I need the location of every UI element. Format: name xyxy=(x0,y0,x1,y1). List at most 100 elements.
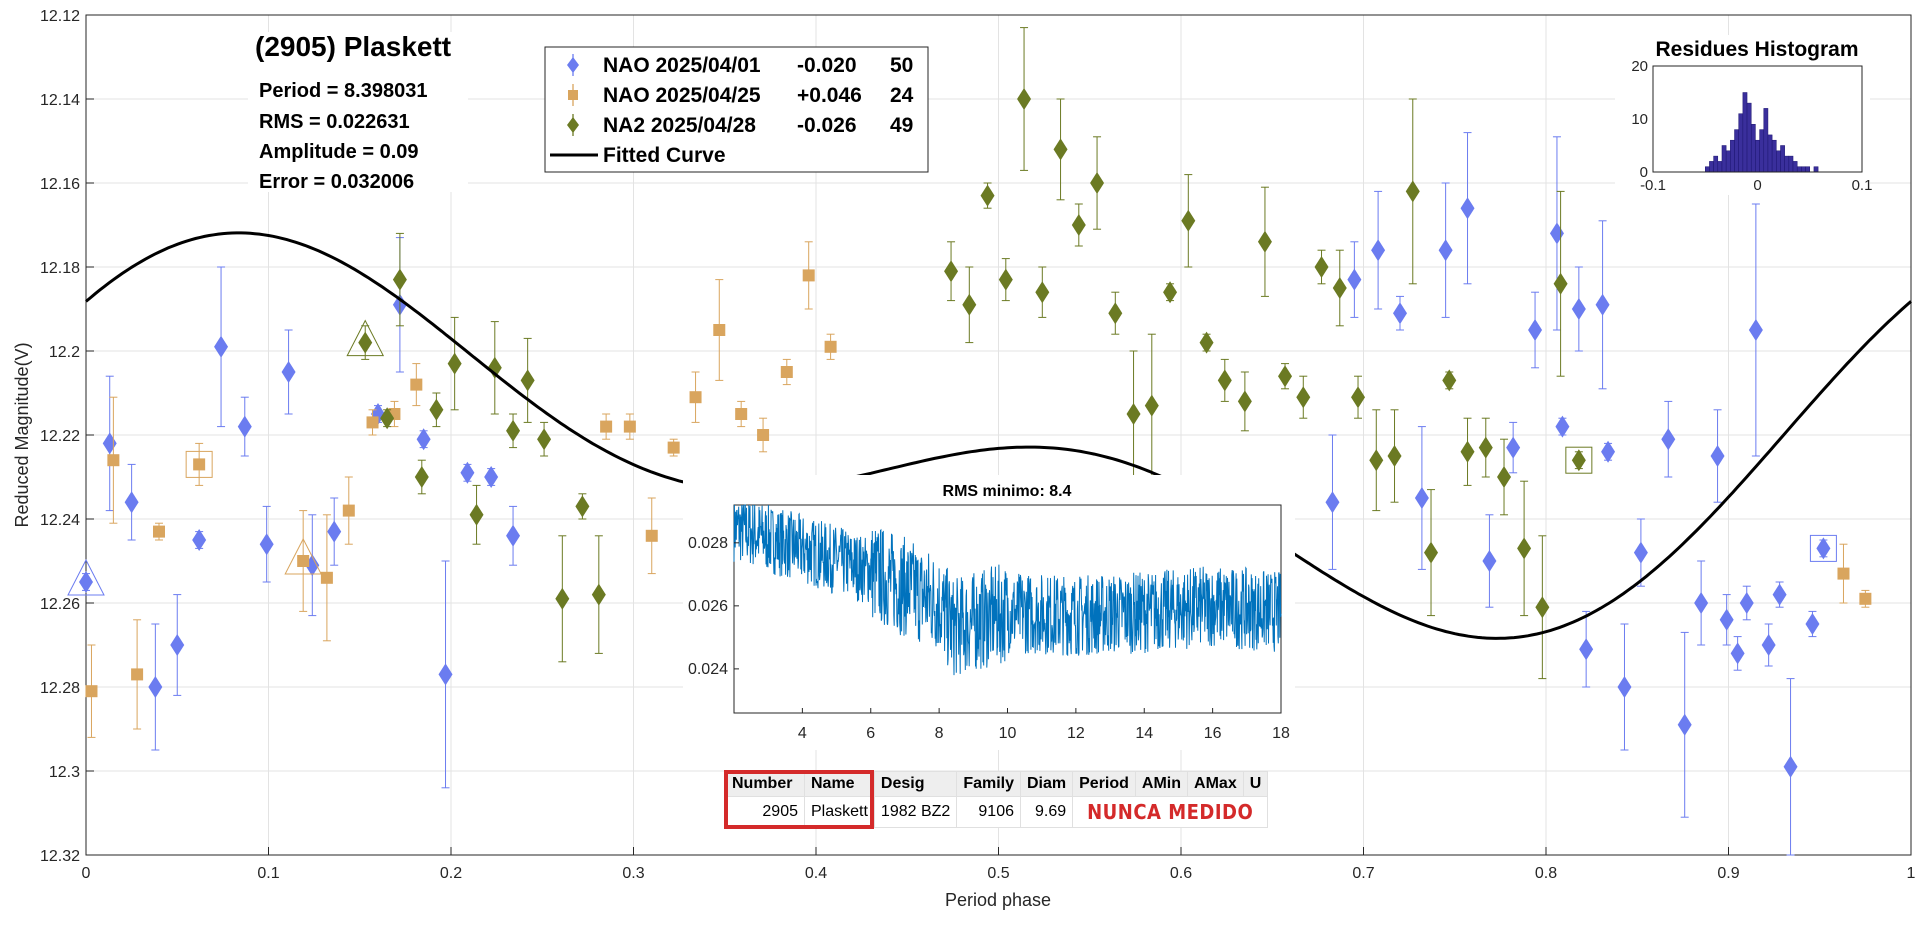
data-point-diamond xyxy=(944,260,959,283)
data-point-diamond xyxy=(1783,755,1798,778)
data-point-diamond xyxy=(1424,541,1439,564)
rms-x-tick: 16 xyxy=(1204,725,1222,742)
data-point-diamond xyxy=(358,331,373,354)
data-point-square xyxy=(342,504,355,517)
data-point-diamond xyxy=(1393,302,1407,325)
y-tick-label: 12.12 xyxy=(40,8,80,25)
rms-x-tick: 6 xyxy=(866,725,875,742)
data-point-square xyxy=(645,529,658,542)
data-point-diamond xyxy=(980,184,995,207)
table-header-row: Number Name Desig Family Diam Period AMi… xyxy=(725,771,1269,797)
y-tick-label: 12.32 xyxy=(40,848,80,865)
rms-title: RMS minimo: 8.4 xyxy=(943,483,1072,500)
data-point-diamond xyxy=(1710,445,1725,467)
highlight-triangle xyxy=(284,537,322,575)
data-point-diamond xyxy=(214,335,229,358)
y-tick-label: 12.18 xyxy=(40,260,80,277)
rms-x-tick: 18 xyxy=(1272,725,1290,742)
highlight-triangle xyxy=(346,319,385,357)
data-point-square xyxy=(193,458,206,471)
data-point-diamond xyxy=(1163,281,1178,304)
y-tick-label: 12.28 xyxy=(40,680,80,697)
x-tick-label: 0.7 xyxy=(1352,865,1374,882)
main-axes-box xyxy=(85,14,1912,856)
y-tick-label: 12.26 xyxy=(40,596,80,613)
data-point-square xyxy=(713,324,726,336)
legend: NAO 2025/04/01 -0.020 50 NAO 2025/04/25 … xyxy=(544,46,929,173)
info-error: Error = 0.032006 xyxy=(259,171,414,193)
data-point-diamond xyxy=(1661,428,1676,451)
data-point-diamond xyxy=(1748,319,1763,341)
data-point-diamond xyxy=(1126,403,1141,425)
data-point-diamond xyxy=(1535,596,1550,619)
y-tick-label: 12.14 xyxy=(40,92,80,109)
data-point-diamond xyxy=(1387,445,1402,467)
data-point-square xyxy=(131,668,144,681)
data-point-diamond xyxy=(1677,713,1692,736)
data-point-diamond xyxy=(1633,541,1648,564)
data-point-diamond xyxy=(1528,319,1543,341)
histogram-bar xyxy=(1705,166,1710,173)
data-point-diamond xyxy=(102,432,117,455)
data-point-diamond xyxy=(1460,197,1475,220)
histogram-axes-box xyxy=(1652,65,1863,173)
data-point-diamond xyxy=(1351,386,1366,409)
histogram-bar xyxy=(1801,166,1806,173)
data-point-diamond xyxy=(1347,268,1362,291)
legend-marker-na2-0428 xyxy=(567,114,579,136)
rms-y-tick: 0.028 xyxy=(688,535,728,552)
data-point-diamond xyxy=(79,571,93,593)
histogram-x-tick: 0 xyxy=(1753,177,1761,194)
data-point-square xyxy=(107,454,120,467)
histogram-title: Residues Histogram xyxy=(1655,38,1858,61)
info-rms: RMS = 0.022631 xyxy=(259,111,410,133)
data-point-diamond xyxy=(1053,138,1068,161)
data-point-diamond xyxy=(170,634,185,656)
rms-x-tick: 12 xyxy=(1067,725,1085,742)
data-point-diamond xyxy=(1517,537,1532,560)
histogram-bar xyxy=(1717,161,1723,173)
col-number: Number xyxy=(725,771,805,797)
data-point-square xyxy=(780,366,793,378)
cell-number: 2905 xyxy=(725,796,805,828)
data-point-diamond xyxy=(1772,583,1787,606)
data-point-diamond xyxy=(469,503,484,526)
data-point-diamond xyxy=(327,520,342,543)
info-background xyxy=(248,32,468,192)
highlight-markers xyxy=(67,319,1837,596)
rms-y-tick: 0.024 xyxy=(688,661,728,678)
x-tick-label: 0.9 xyxy=(1717,865,1739,882)
legend-box xyxy=(544,46,929,173)
data-point-square xyxy=(600,420,613,433)
x-tick-label: 1 xyxy=(1907,865,1916,882)
legend-offset-2: -0.026 xyxy=(797,114,857,137)
data-point-diamond xyxy=(1555,415,1570,438)
data-point-square xyxy=(824,340,837,353)
col-period: Period xyxy=(1072,771,1136,797)
cell-family: 9106 xyxy=(956,796,1021,828)
data-point-diamond xyxy=(1181,209,1196,232)
data-point-square xyxy=(689,391,702,404)
data-point-diamond xyxy=(414,466,429,488)
histogram-bar xyxy=(1780,145,1785,173)
histogram-bar xyxy=(1738,113,1744,173)
histogram-bar xyxy=(1805,166,1810,173)
data-point-diamond xyxy=(1617,676,1632,698)
x-tick-label: 0.6 xyxy=(1170,865,1192,882)
y-tick-label: 12.22 xyxy=(40,428,80,445)
data-point-diamond xyxy=(1314,256,1329,278)
data-point-diamond xyxy=(1325,491,1340,514)
data-point-diamond xyxy=(447,352,462,375)
data-point-diamond xyxy=(506,524,521,547)
histogram-bar xyxy=(1709,161,1714,173)
data-point-diamond xyxy=(962,293,977,316)
x-tick-label: 0 xyxy=(82,865,91,882)
data-point-diamond xyxy=(1506,436,1521,459)
x-tick-label: 0.3 xyxy=(622,865,644,882)
histogram-y-tick: 0 xyxy=(1640,164,1648,181)
col-name: Name xyxy=(804,771,875,797)
rms-line xyxy=(733,504,1282,676)
data-point-diamond xyxy=(1257,230,1272,253)
